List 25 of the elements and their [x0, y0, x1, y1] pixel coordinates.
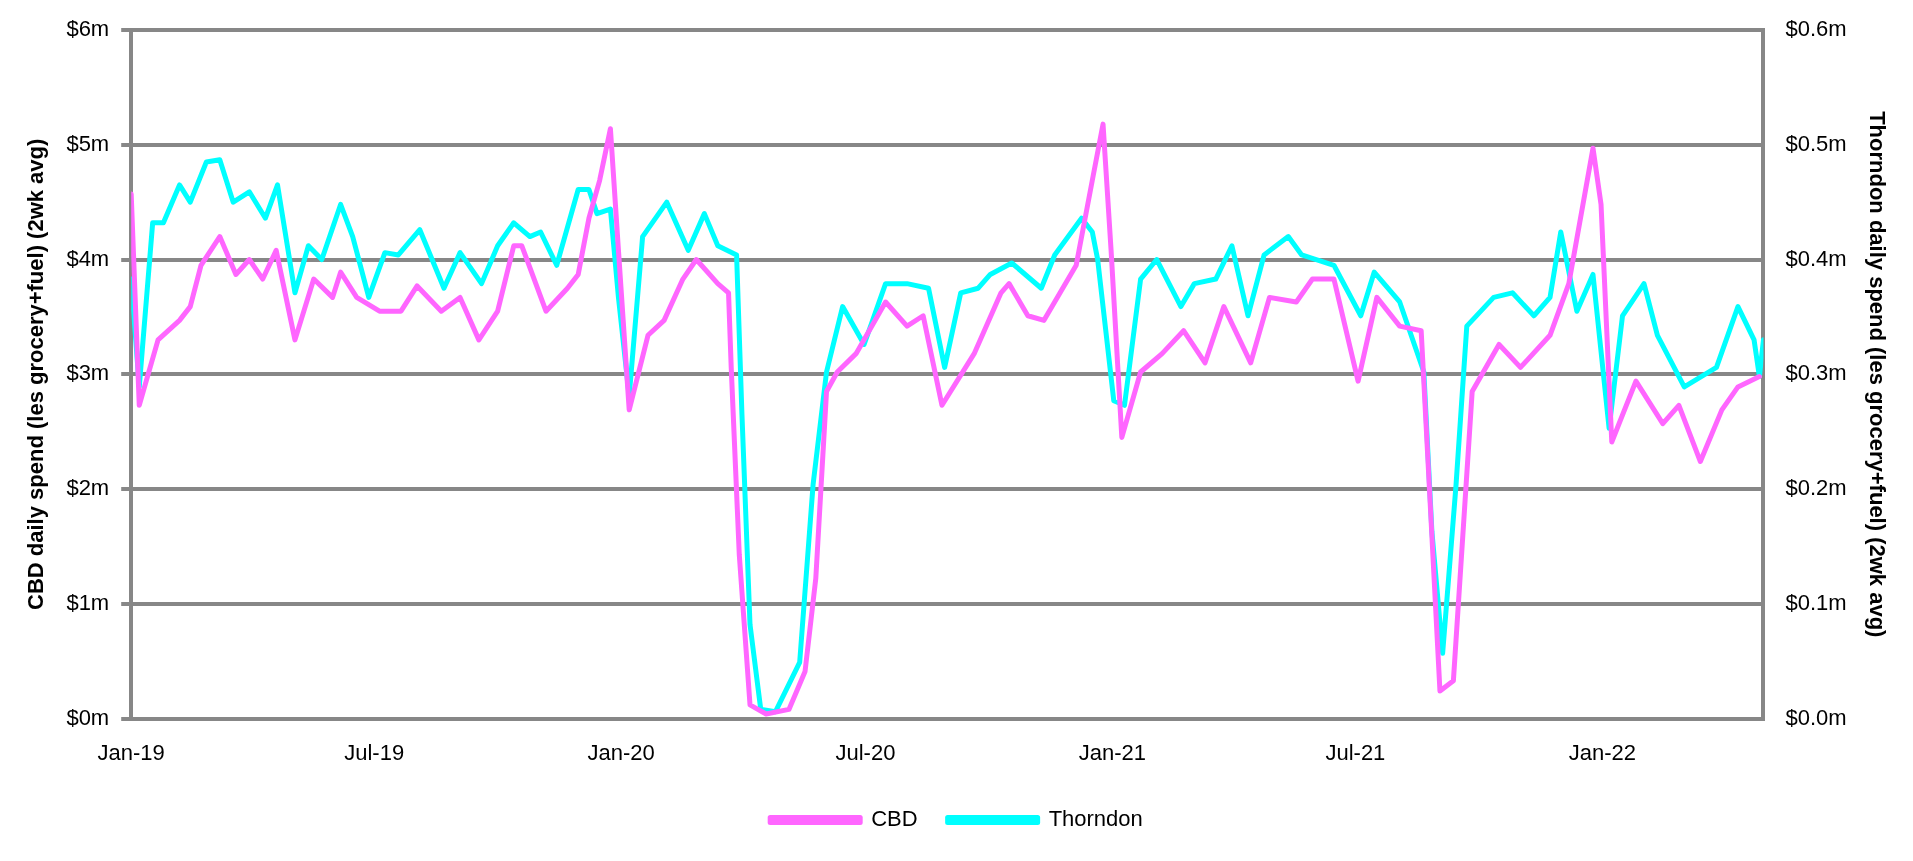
y-tick-label: $6m — [66, 16, 110, 42]
y2-tick-label: $0.4m — [1785, 245, 1847, 271]
y-tick-label: $3m — [66, 360, 110, 386]
legend-label: CBD — [871, 806, 918, 832]
x-tick-label: Jan-22 — [1568, 739, 1637, 765]
x-tick-label: Jan-21 — [1078, 739, 1147, 765]
y2-tick-label: $0.3m — [1785, 360, 1847, 386]
y2-tick-label: $0.1m — [1785, 589, 1847, 615]
x-tick-label: Jul-20 — [835, 739, 896, 765]
x-tick-label: Jul-21 — [1325, 739, 1386, 765]
legend-label: Thorndon — [1048, 806, 1143, 832]
y-axis-title: CBD daily spend (les grocery+fuel) (2wk avg) — [23, 138, 49, 610]
y-tick-label: $5m — [66, 130, 110, 156]
y-tick-label: $0m — [66, 704, 110, 730]
y-tick-label: $2m — [66, 475, 110, 501]
y-tick-label: $4m — [66, 245, 110, 271]
y2-tick-label: $0.2m — [1785, 475, 1847, 501]
x-tick-label: Jan-19 — [97, 739, 165, 765]
y2-tick-label: $0.0m — [1785, 704, 1847, 730]
y2-axis-title: Thorndon daily spend (les grocery+fuel) (2wk avg) — [1864, 111, 1890, 638]
x-tick-label: Jul-19 — [344, 739, 405, 765]
y-tick-label: $1m — [66, 589, 110, 615]
x-tick-label: Jan-20 — [587, 739, 655, 765]
y2-tick-label: $0.6m — [1785, 16, 1847, 42]
y2-tick-label: $0.5m — [1785, 130, 1847, 156]
